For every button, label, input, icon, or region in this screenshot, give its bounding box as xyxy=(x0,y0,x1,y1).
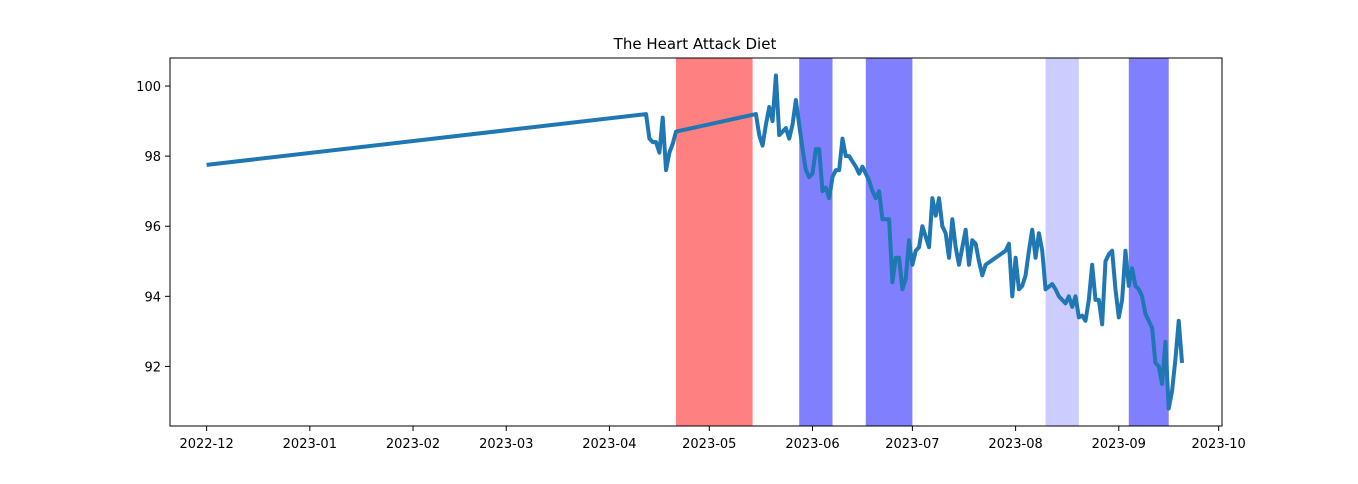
y-tick-label: 100 xyxy=(136,80,161,95)
x-tick-label: 2022-12 xyxy=(179,437,233,452)
y-tick-label: 92 xyxy=(144,360,161,375)
y-tick-label: 96 xyxy=(144,220,161,235)
x-tick-label: 2023-09 xyxy=(1092,437,1146,452)
x-axis: 2022-12 2023-01 2023-02 2023-03 2023-04 2023-… xyxy=(179,426,1246,452)
y-tick-label: 98 xyxy=(144,150,161,165)
x-tick-label: 2023-01 xyxy=(283,437,337,452)
chart-title: The Heart Attack Diet xyxy=(613,35,777,53)
x-tick-label: 2023-05 xyxy=(682,437,736,452)
x-tick-label: 2023-04 xyxy=(582,437,636,452)
x-tick-label: 2023-08 xyxy=(988,437,1042,452)
x-tick-label: 2023-07 xyxy=(885,437,939,452)
x-tick-label: 2023-10 xyxy=(1192,437,1246,452)
highlight-span-2 xyxy=(799,58,833,426)
y-tick-label: 94 xyxy=(144,290,161,305)
highlight-span-1 xyxy=(676,58,753,426)
x-tick-label: 2023-02 xyxy=(386,437,440,452)
series-layer xyxy=(206,73,1185,411)
y-axis: 92 94 96 98 100 xyxy=(136,80,170,375)
highlight-span-4 xyxy=(1045,58,1079,426)
x-tick-label: 2023-06 xyxy=(785,437,839,452)
series-line-1 xyxy=(206,73,1185,411)
highlight-spans xyxy=(676,58,1169,426)
x-tick-label: 2023-03 xyxy=(479,437,533,452)
axes-frame xyxy=(169,57,1223,427)
